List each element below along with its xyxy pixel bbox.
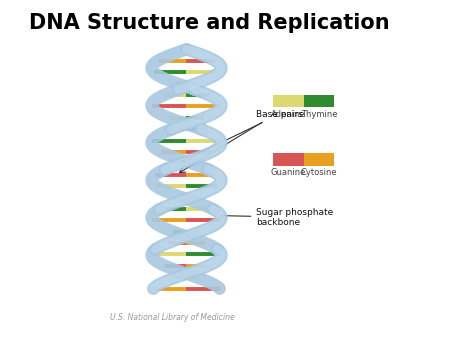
Text: Sugar phosphate
backbone: Sugar phosphate backbone	[220, 208, 333, 227]
Text: Adenine: Adenine	[271, 110, 306, 119]
Text: Cytosine: Cytosine	[301, 168, 337, 177]
Bar	[273, 95, 303, 107]
Text: Guanine: Guanine	[270, 168, 306, 177]
Text: U.S. National Library of Medicine: U.S. National Library of Medicine	[110, 313, 234, 322]
Bar	[303, 153, 334, 166]
Bar	[273, 153, 303, 166]
Text: DNA Structure and Replication: DNA Structure and Replication	[29, 13, 389, 33]
Text: Base pairs: Base pairs	[182, 110, 303, 162]
Text: Thymine: Thymine	[301, 110, 337, 119]
Bar	[303, 95, 334, 107]
